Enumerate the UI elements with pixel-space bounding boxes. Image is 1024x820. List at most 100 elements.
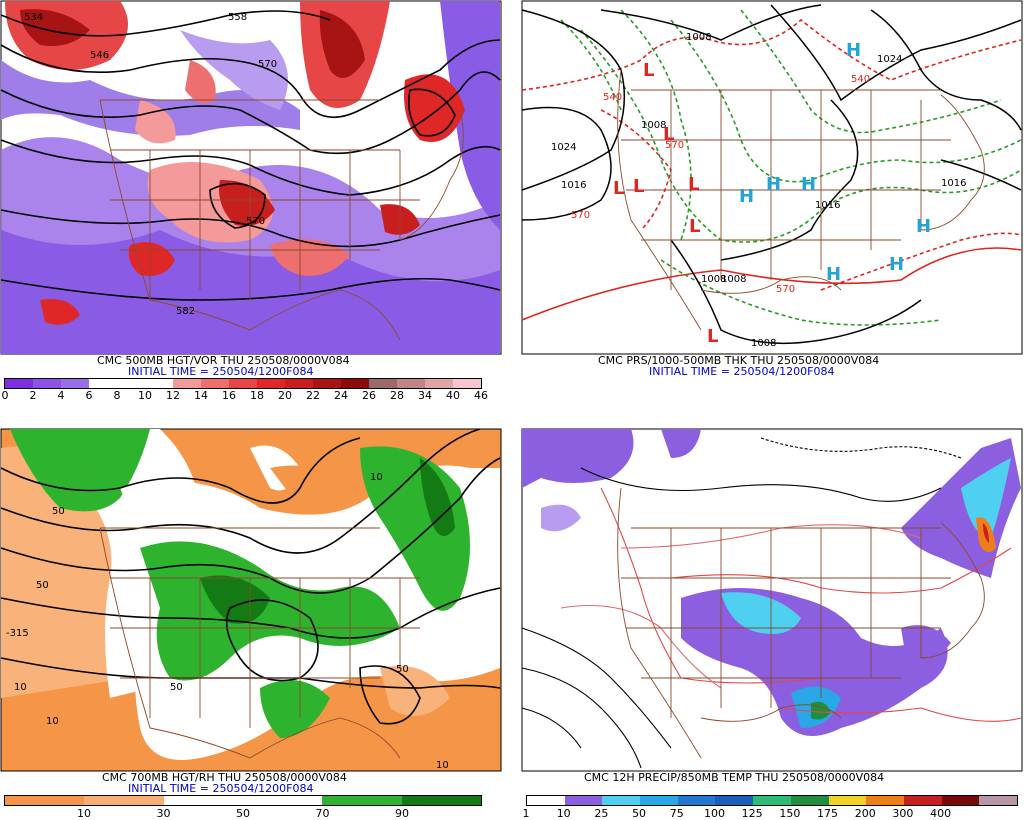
contour-label: 546 bbox=[90, 50, 109, 61]
scale-swatch bbox=[979, 796, 1017, 805]
state-boundaries bbox=[617, 69, 985, 331]
scale-swatch bbox=[201, 379, 229, 388]
scale-swatch bbox=[640, 796, 678, 805]
high-pressure-symbol: H bbox=[916, 216, 931, 237]
vorticity-shading bbox=[1, 1, 500, 354]
scale-swatch bbox=[397, 379, 425, 388]
scale-swatch bbox=[453, 379, 481, 388]
vorticity-scale-labels: 0 2 4 6 8 10 12 14 16 18 20 22 24 26 28 34 40 46 bbox=[2, 389, 489, 402]
pressure-label: 1016 bbox=[561, 180, 586, 191]
scale-label: 150 bbox=[779, 807, 801, 820]
height-contour-labels: 534 546 558 570 582 570 bbox=[24, 12, 277, 317]
scale-swatch bbox=[527, 796, 565, 805]
scale-label: 30 bbox=[156, 807, 171, 820]
state-boundaries bbox=[617, 487, 985, 759]
panel-pressure-thickness: 1008 1008 1024 1016 1016 1016 1024 1008 … bbox=[521, 0, 1024, 400]
pressure-label: 1008 bbox=[686, 32, 711, 43]
panel-500mb-vorticity: 534 546 558 570 582 570 CMC 500MB HGT/VO… bbox=[0, 0, 505, 402]
pressure-label: 1024 bbox=[551, 142, 576, 153]
thickness-label: 570 bbox=[571, 210, 590, 221]
high-centers: H H H H H H H bbox=[739, 40, 931, 285]
scale-label: 50 bbox=[236, 807, 250, 820]
pressure-label: 1008 bbox=[641, 120, 666, 131]
thickness-label: 570 bbox=[776, 284, 795, 295]
scale-swatch bbox=[285, 379, 313, 388]
precip-map bbox=[521, 428, 1023, 772]
pressure-label: 1024 bbox=[877, 54, 902, 65]
scale-swatch bbox=[602, 796, 641, 805]
scale-label: 6 bbox=[85, 389, 93, 402]
scale-label: 34 bbox=[418, 389, 432, 402]
scale-label: 16 bbox=[222, 389, 236, 402]
scale-label: 46 bbox=[474, 389, 488, 402]
scale-label: 100 bbox=[703, 807, 725, 820]
scale-label: 26 bbox=[362, 389, 376, 402]
scale-label: 90 bbox=[394, 807, 409, 820]
thickness-label: 570 bbox=[665, 140, 684, 151]
state-boundaries bbox=[99, 99, 464, 341]
pressure-label: 1016 bbox=[941, 178, 966, 189]
panel-700mb-humidity: -315 50 50 10 10 10 50 50 10 CMC 700MB H… bbox=[0, 428, 505, 820]
scale-label: 75 bbox=[669, 807, 684, 820]
scale-swatch bbox=[866, 796, 904, 805]
contour-label: 534 bbox=[24, 12, 43, 23]
contour-label: -315 bbox=[6, 628, 29, 639]
contour-label: 570 bbox=[258, 59, 277, 70]
scale-swatch bbox=[117, 379, 145, 388]
scale-swatch bbox=[61, 379, 89, 388]
scale-label: 50 bbox=[632, 807, 647, 820]
pressure-label: 1008 bbox=[751, 338, 776, 349]
contour-label: 50 bbox=[396, 664, 409, 675]
contour-label: 570 bbox=[246, 216, 265, 227]
high-pressure-symbol: H bbox=[826, 264, 841, 285]
contour-label: 50 bbox=[36, 580, 49, 591]
thickness-label: 540 bbox=[603, 92, 622, 103]
scale-label: 400 bbox=[930, 807, 952, 820]
isobar-labels: 1008 1008 1024 1016 1016 1016 1024 1008 … bbox=[551, 32, 966, 349]
scale-label: 175 bbox=[817, 807, 839, 820]
scale-swatch bbox=[425, 379, 453, 388]
low-pressure-symbol: L bbox=[643, 60, 654, 81]
precip-shading bbox=[522, 429, 1021, 736]
vorticity-map: 534 546 558 570 582 570 bbox=[0, 0, 502, 355]
pressure-label: 1008 bbox=[721, 274, 746, 285]
precip-color-scale bbox=[526, 795, 1018, 806]
scale-swatch bbox=[790, 796, 829, 805]
scale-label: 2 bbox=[29, 389, 37, 402]
scale-swatch bbox=[257, 379, 285, 388]
low-pressure-symbol: L bbox=[689, 216, 700, 237]
contour-label: 50 bbox=[52, 506, 65, 517]
contour-label: 10 bbox=[14, 682, 27, 693]
panel-precip-temperature: CMC 12H PRECIP/850MB TEMP THU 250508/000… bbox=[521, 428, 1024, 820]
scale-swatch bbox=[828, 796, 867, 805]
humidity-scale-labels: 10 30 50 70 90 bbox=[5, 807, 481, 820]
humidity-map: -315 50 50 10 10 10 50 50 10 bbox=[0, 428, 502, 772]
low-centers: L L L L L L L bbox=[613, 60, 718, 347]
high-pressure-symbol: H bbox=[846, 40, 861, 61]
temperature-contours bbox=[521, 437, 1022, 769]
low-pressure-symbol: L bbox=[707, 326, 718, 347]
scale-swatch bbox=[903, 796, 942, 805]
low-pressure-symbol: L bbox=[613, 178, 624, 199]
scale-swatch bbox=[89, 379, 117, 388]
low-pressure-symbol: L bbox=[633, 176, 644, 197]
humidity-shading bbox=[1, 429, 500, 760]
scale-label: 70 bbox=[315, 807, 330, 820]
contour-label: 558 bbox=[228, 12, 247, 23]
high-pressure-symbol: H bbox=[801, 174, 816, 195]
initial-time: INITIAL TIME = 250504/1200F084 bbox=[128, 782, 314, 795]
panel-title: CMC 12H PRECIP/850MB TEMP THU 250508/000… bbox=[584, 771, 885, 784]
scale-label: 8 bbox=[113, 389, 121, 402]
low-pressure-symbol: L bbox=[688, 174, 699, 195]
panel-title: CMC 500MB HGT/VOR THU 250508/0000V084 bbox=[97, 354, 350, 367]
thickness-label: 540 bbox=[851, 74, 870, 85]
initial-time: INITIAL TIME = 250504/1200F084 bbox=[128, 365, 314, 378]
scale-label: 200 bbox=[854, 807, 876, 820]
scale-label: 10 bbox=[77, 807, 92, 820]
contour-label: 10 bbox=[436, 760, 449, 771]
high-pressure-symbol: H bbox=[889, 254, 904, 275]
scale-label: 20 bbox=[278, 389, 292, 402]
panel-title: CMC PRS/1000-500MB THK THU 250508/0000V0… bbox=[598, 354, 880, 367]
scale-swatch bbox=[564, 796, 603, 805]
precip-scale-labels: 1 10 25 50 75 100 125 150 175 200 300 400 bbox=[523, 807, 1016, 820]
